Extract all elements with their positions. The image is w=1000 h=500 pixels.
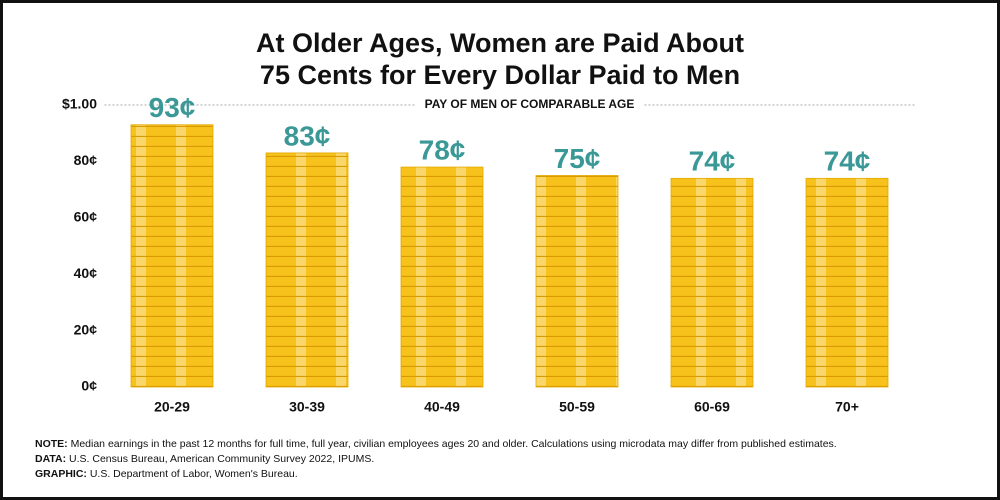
note: DATA: U.S. Census Bureau, American Commu… bbox=[35, 453, 374, 465]
coin-stack bbox=[805, 177, 889, 388]
x-tick-label: 70+ bbox=[835, 399, 859, 415]
coin-stack bbox=[130, 124, 214, 388]
note-text: U.S. Department of Labor, Women's Bureau… bbox=[87, 468, 298, 480]
x-tick-label: 50-59 bbox=[559, 399, 595, 415]
x-tick-label: 20-29 bbox=[154, 399, 190, 415]
note-text: Median earnings in the past 12 months fo… bbox=[68, 438, 837, 450]
value-label: 93¢ bbox=[149, 92, 196, 123]
value-label: 75¢ bbox=[554, 143, 601, 174]
x-tick-label: 30-39 bbox=[289, 399, 325, 415]
coin-stack bbox=[535, 175, 619, 388]
y-tick-label: 20¢ bbox=[74, 321, 98, 337]
reference-label: PAY OF MEN OF COMPARABLE AGE bbox=[425, 97, 635, 111]
value-label: 74¢ bbox=[689, 146, 736, 177]
chart-title: 75 Cents for Every Dollar Paid to Men bbox=[260, 60, 740, 90]
value-label: 83¢ bbox=[284, 120, 331, 151]
coin-stack bbox=[670, 177, 754, 388]
value-label: 78¢ bbox=[419, 134, 466, 165]
note: NOTE: Median earnings in the past 12 mon… bbox=[35, 438, 837, 450]
y-tick-label: 60¢ bbox=[74, 209, 98, 225]
reference-label-bg bbox=[416, 96, 643, 113]
x-tick-label: 60-69 bbox=[694, 399, 730, 415]
note-label: DATA: bbox=[35, 453, 66, 465]
note-text: U.S. Census Bureau, American Community S… bbox=[66, 453, 374, 465]
y-tick-label: 0¢ bbox=[81, 378, 97, 394]
y-tick-label: $1.00 bbox=[62, 96, 97, 112]
note-label: GRAPHIC: bbox=[35, 468, 87, 480]
y-tick-label: 40¢ bbox=[74, 265, 98, 281]
note: GRAPHIC: U.S. Department of Labor, Women… bbox=[35, 468, 298, 480]
x-tick-label: 40-49 bbox=[424, 399, 460, 415]
chart-title: At Older Ages, Women are Paid About bbox=[256, 28, 744, 58]
note-label: NOTE: bbox=[35, 438, 68, 450]
coin-stack bbox=[400, 166, 484, 388]
value-label: 74¢ bbox=[824, 146, 871, 177]
y-tick-label: 80¢ bbox=[74, 152, 98, 168]
coin-stack bbox=[265, 152, 349, 388]
